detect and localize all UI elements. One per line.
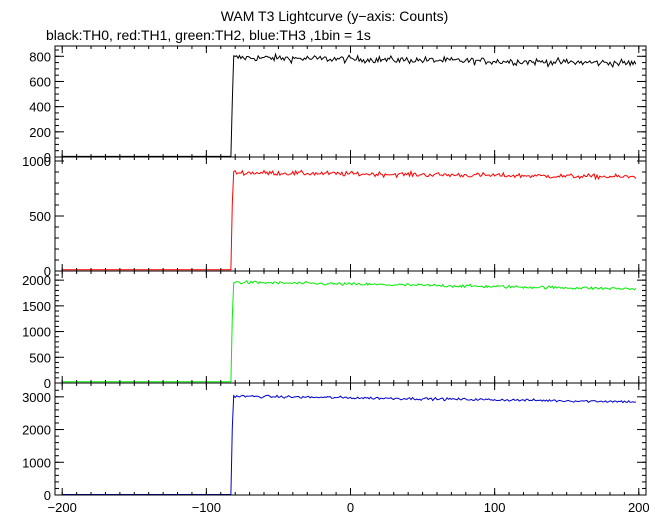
y-tick-label: 400 — [29, 100, 51, 115]
y-tick-label: 0 — [44, 376, 51, 391]
y-tick-label: 800 — [29, 49, 51, 64]
series-line-th3 — [62, 394, 637, 495]
y-tick-label: 600 — [29, 74, 51, 89]
x-tick-label: 100 — [484, 500, 506, 515]
chart-title: WAM T3 Lightcurve (y−axis: Counts) — [220, 8, 449, 24]
y-tick-label: 200 — [29, 125, 51, 140]
y-tick-label: 2000 — [22, 273, 51, 288]
y-tick-label: 1000 — [22, 455, 51, 470]
y-tick-label: 1000 — [22, 154, 51, 169]
panel-frame-th0 — [54, 45, 647, 158]
chart-subtitle: black:TH0, red:TH1, green:TH2, blue:TH3 … — [46, 27, 371, 43]
y-tick-label: 3000 — [22, 390, 51, 405]
y-tick-label: 0 — [44, 264, 51, 279]
y-tick-label: 0 — [44, 150, 51, 165]
panel-frame-th3 — [54, 382, 647, 496]
x-tick-label: 200 — [628, 500, 650, 515]
y-tick-label: 1500 — [22, 299, 51, 314]
y-tick-label: 2000 — [22, 423, 51, 438]
y-tick-label: 1000 — [22, 325, 51, 340]
panel-frame-th1 — [54, 156, 647, 272]
y-tick-label: 500 — [29, 209, 51, 224]
y-tick-label: 500 — [29, 350, 51, 365]
x-tick-label: −200 — [48, 500, 77, 515]
y-tick-label: 0 — [44, 488, 51, 503]
series-line-th2 — [62, 280, 637, 383]
series-line-th0 — [62, 52, 637, 157]
series-line-th1 — [62, 169, 637, 271]
x-tick-label: 0 — [347, 500, 354, 515]
x-tick-label: −100 — [192, 500, 221, 515]
